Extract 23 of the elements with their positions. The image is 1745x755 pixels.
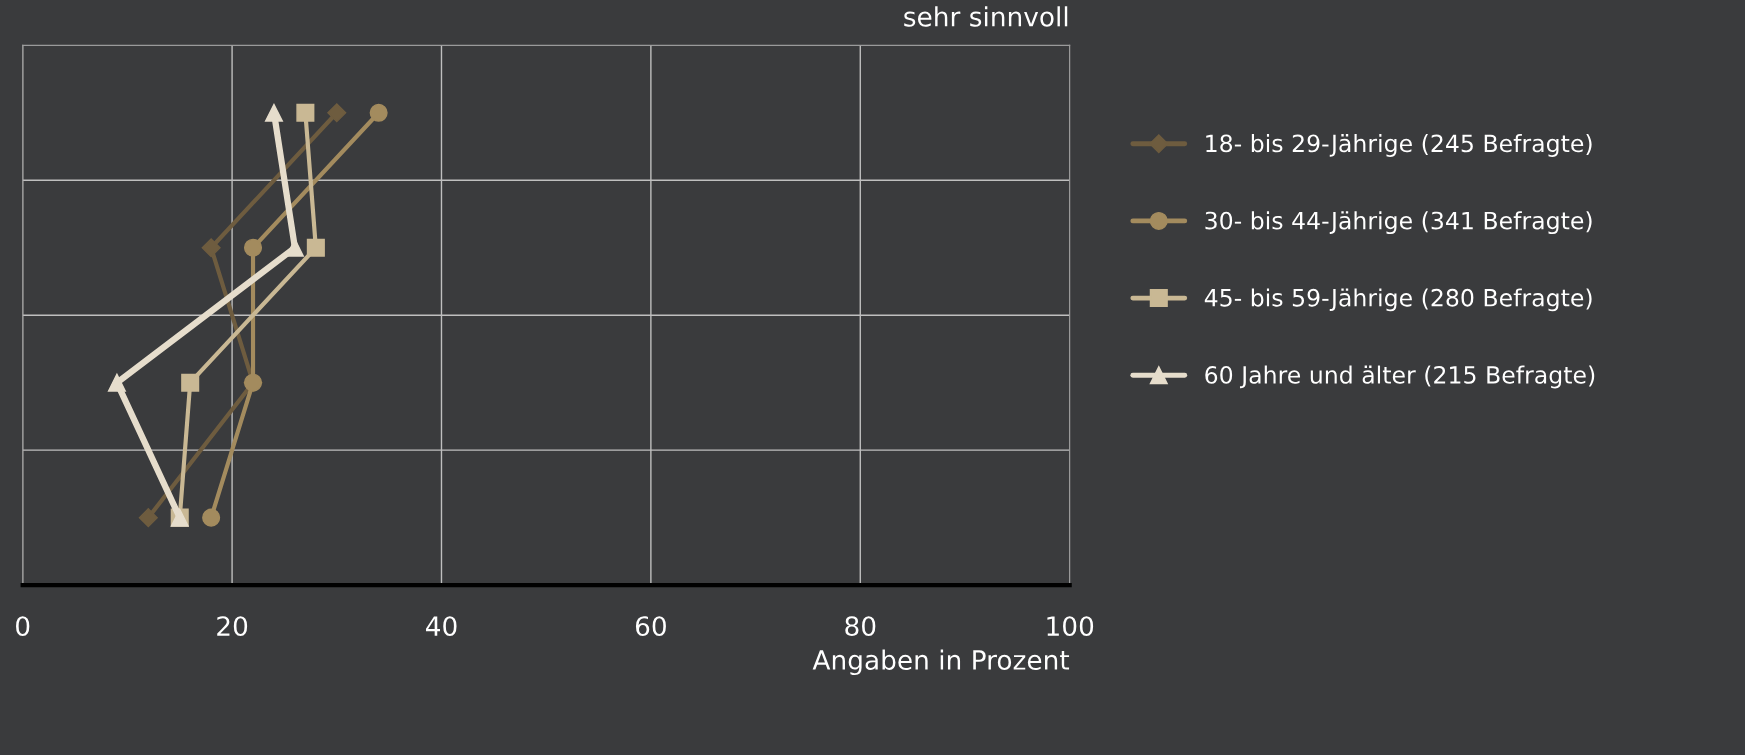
point — [202, 508, 221, 527]
point — [138, 508, 158, 528]
x-tick-label: 20 — [217, 616, 248, 637]
point — [201, 238, 221, 258]
x-tick-label: 80 — [845, 616, 876, 637]
x-axis-title: Angaben in Prozent — [812, 649, 1070, 676]
legend-label: 60 Jahre und älter (215 Befragte) — [1205, 365, 1595, 389]
point — [306, 238, 325, 257]
y-axis-title: sehr sinnvoll — [904, 6, 1068, 27]
legend-label: 45- bis 59-Jährige (280 Befragte) — [1204, 288, 1592, 312]
point — [107, 373, 126, 392]
point — [296, 103, 315, 122]
x-tick-label: 0 — [16, 616, 30, 637]
point — [243, 238, 263, 257]
point — [369, 103, 388, 122]
legend-label: 30- bis 44-Jährige (341 Befragte) — [1205, 211, 1592, 235]
point — [264, 103, 283, 122]
point — [327, 103, 347, 123]
x-tick-label: 40 — [425, 616, 457, 637]
x-tick-label: 100 — [1047, 616, 1094, 637]
legend-label: 18- bis 29-Jährige (245 Befragte) — [1206, 134, 1592, 157]
x-tick-label: 60 — [635, 616, 666, 637]
point — [181, 373, 200, 392]
